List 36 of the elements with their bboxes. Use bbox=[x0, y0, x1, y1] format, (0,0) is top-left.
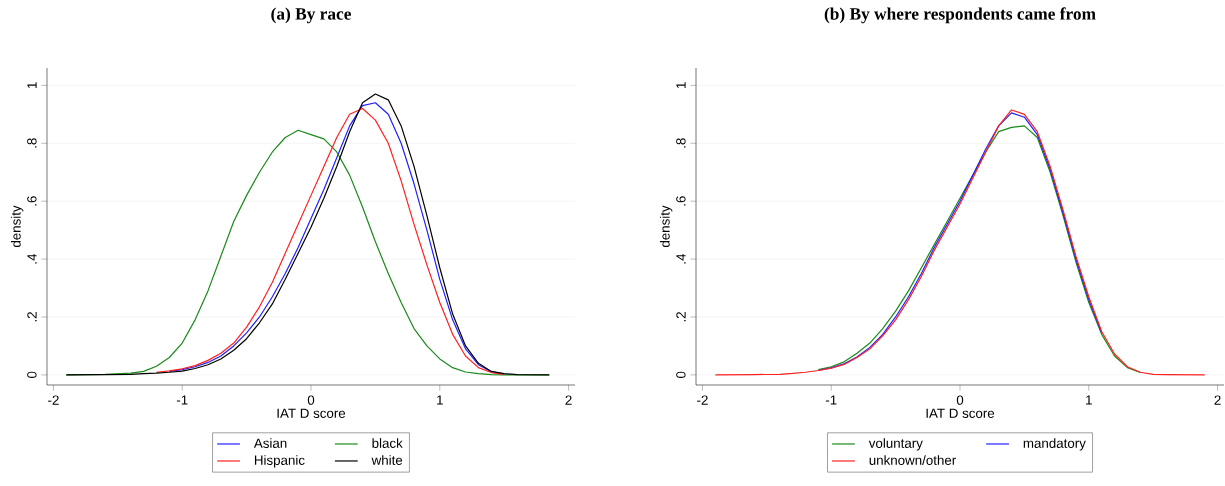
x-tick-label: -1 bbox=[176, 395, 188, 405]
y-tick-label: .2 bbox=[27, 312, 37, 322]
x-tick-label: -1 bbox=[825, 395, 837, 405]
legend-label: Asian bbox=[253, 438, 287, 448]
x-axis-title: IAT D score bbox=[926, 408, 995, 418]
y-tick-label: 1 bbox=[27, 82, 37, 89]
legend-label: voluntary bbox=[868, 438, 923, 451]
x-tick-label: 0 bbox=[956, 395, 964, 405]
x-tick-label: -2 bbox=[48, 395, 59, 405]
legend-label: unknown/other bbox=[869, 455, 957, 465]
x-tick-label: 1 bbox=[437, 395, 443, 405]
x-tick-label: 1 bbox=[1086, 395, 1092, 405]
x-tick-label: 2 bbox=[1214, 395, 1221, 405]
legend-label: black bbox=[372, 438, 403, 448]
x-tick-label: -2 bbox=[697, 395, 708, 405]
x-tick-label: 0 bbox=[307, 395, 315, 405]
legend-label: Hispanic bbox=[254, 455, 305, 468]
y-tick-label: 1 bbox=[676, 82, 686, 89]
y-tick-label: 0 bbox=[27, 371, 37, 379]
chart-title: (a) By race bbox=[271, 7, 351, 24]
y-axis-title: density bbox=[659, 205, 673, 248]
x-tick-label: 2 bbox=[565, 395, 572, 405]
y-tick-label: .4 bbox=[27, 253, 37, 264]
y-tick-label: .2 bbox=[676, 312, 686, 322]
y-tick-label: .6 bbox=[27, 196, 37, 206]
legend-label: mandatory bbox=[1023, 438, 1086, 451]
line-series bbox=[817, 125, 1141, 374]
chart-title: (b) By where respondents came from bbox=[824, 7, 1096, 24]
y-tick-label: .8 bbox=[676, 138, 686, 148]
y-tick-label: .6 bbox=[676, 196, 686, 206]
y-tick-label: 0 bbox=[676, 371, 686, 379]
y-axis-title: density bbox=[10, 205, 24, 248]
y-tick-label: .4 bbox=[676, 253, 686, 264]
x-axis-title: IAT D score bbox=[277, 408, 346, 418]
legend-label: white bbox=[371, 455, 403, 465]
y-tick-label: .8 bbox=[27, 138, 37, 148]
